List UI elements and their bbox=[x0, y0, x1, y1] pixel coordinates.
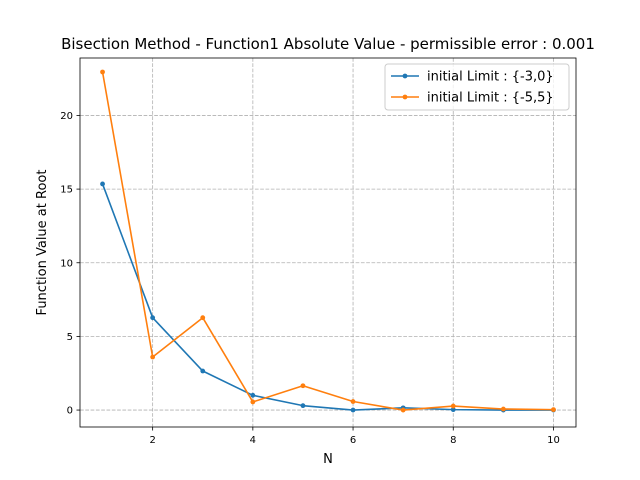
y-tick-label: 20 bbox=[60, 111, 73, 122]
data-point bbox=[250, 392, 256, 398]
data-point bbox=[500, 406, 506, 412]
data-point bbox=[350, 407, 356, 413]
legend-box bbox=[384, 63, 570, 111]
plot-frame bbox=[79, 57, 577, 428]
data-point bbox=[250, 399, 256, 405]
data-point bbox=[400, 407, 406, 413]
x-tick-label: 8 bbox=[450, 435, 456, 446]
data-point bbox=[100, 69, 105, 75]
legend-item: initial Limit : {-3,0} bbox=[391, 70, 554, 85]
y-axis: 0 5 10 15 20 bbox=[60, 111, 80, 417]
legend-label: initial Limit : {-3,0} bbox=[427, 70, 554, 85]
data-point bbox=[100, 181, 105, 187]
x-tick-label: 10 bbox=[547, 435, 560, 446]
y-tick-label: 0 bbox=[67, 406, 73, 417]
data-point bbox=[150, 354, 156, 360]
legend-label: initial Limit : {-5,5} bbox=[427, 91, 554, 106]
data-point bbox=[200, 368, 206, 374]
y-axis-label: Function Value at Root bbox=[35, 170, 50, 316]
y-tick-label: 5 bbox=[67, 332, 73, 343]
data-point bbox=[551, 407, 556, 413]
data-point bbox=[350, 399, 356, 404]
data-point bbox=[200, 315, 206, 321]
x-tick-label: 4 bbox=[250, 435, 256, 446]
y-tick-label: 10 bbox=[60, 258, 73, 269]
series-2 bbox=[100, 69, 556, 413]
x-tick-label: 6 bbox=[350, 435, 356, 446]
series-line bbox=[101, 183, 554, 411]
series-line bbox=[101, 71, 554, 411]
grid-lines bbox=[80, 58, 576, 427]
legend-item: initial Limit : {-5,5} bbox=[391, 91, 554, 106]
legend: initial Limit : {-3,0} initial Limit : {-… bbox=[384, 63, 570, 111]
chart-title: Bisection Method - Function1 Absolute Va… bbox=[61, 35, 595, 53]
legend-marker bbox=[402, 73, 408, 79]
x-axis-label: N bbox=[323, 452, 333, 467]
data-point bbox=[450, 407, 456, 413]
data-point bbox=[300, 403, 306, 409]
data-point bbox=[150, 315, 156, 321]
data-point bbox=[300, 383, 306, 389]
series-layer bbox=[100, 69, 556, 413]
y-tick-label: 15 bbox=[60, 185, 73, 196]
legend-marker bbox=[402, 94, 408, 100]
x-axis: 2 4 6 8 10 bbox=[149, 427, 560, 446]
data-point bbox=[450, 403, 456, 409]
x-tick-label: 2 bbox=[149, 435, 155, 446]
